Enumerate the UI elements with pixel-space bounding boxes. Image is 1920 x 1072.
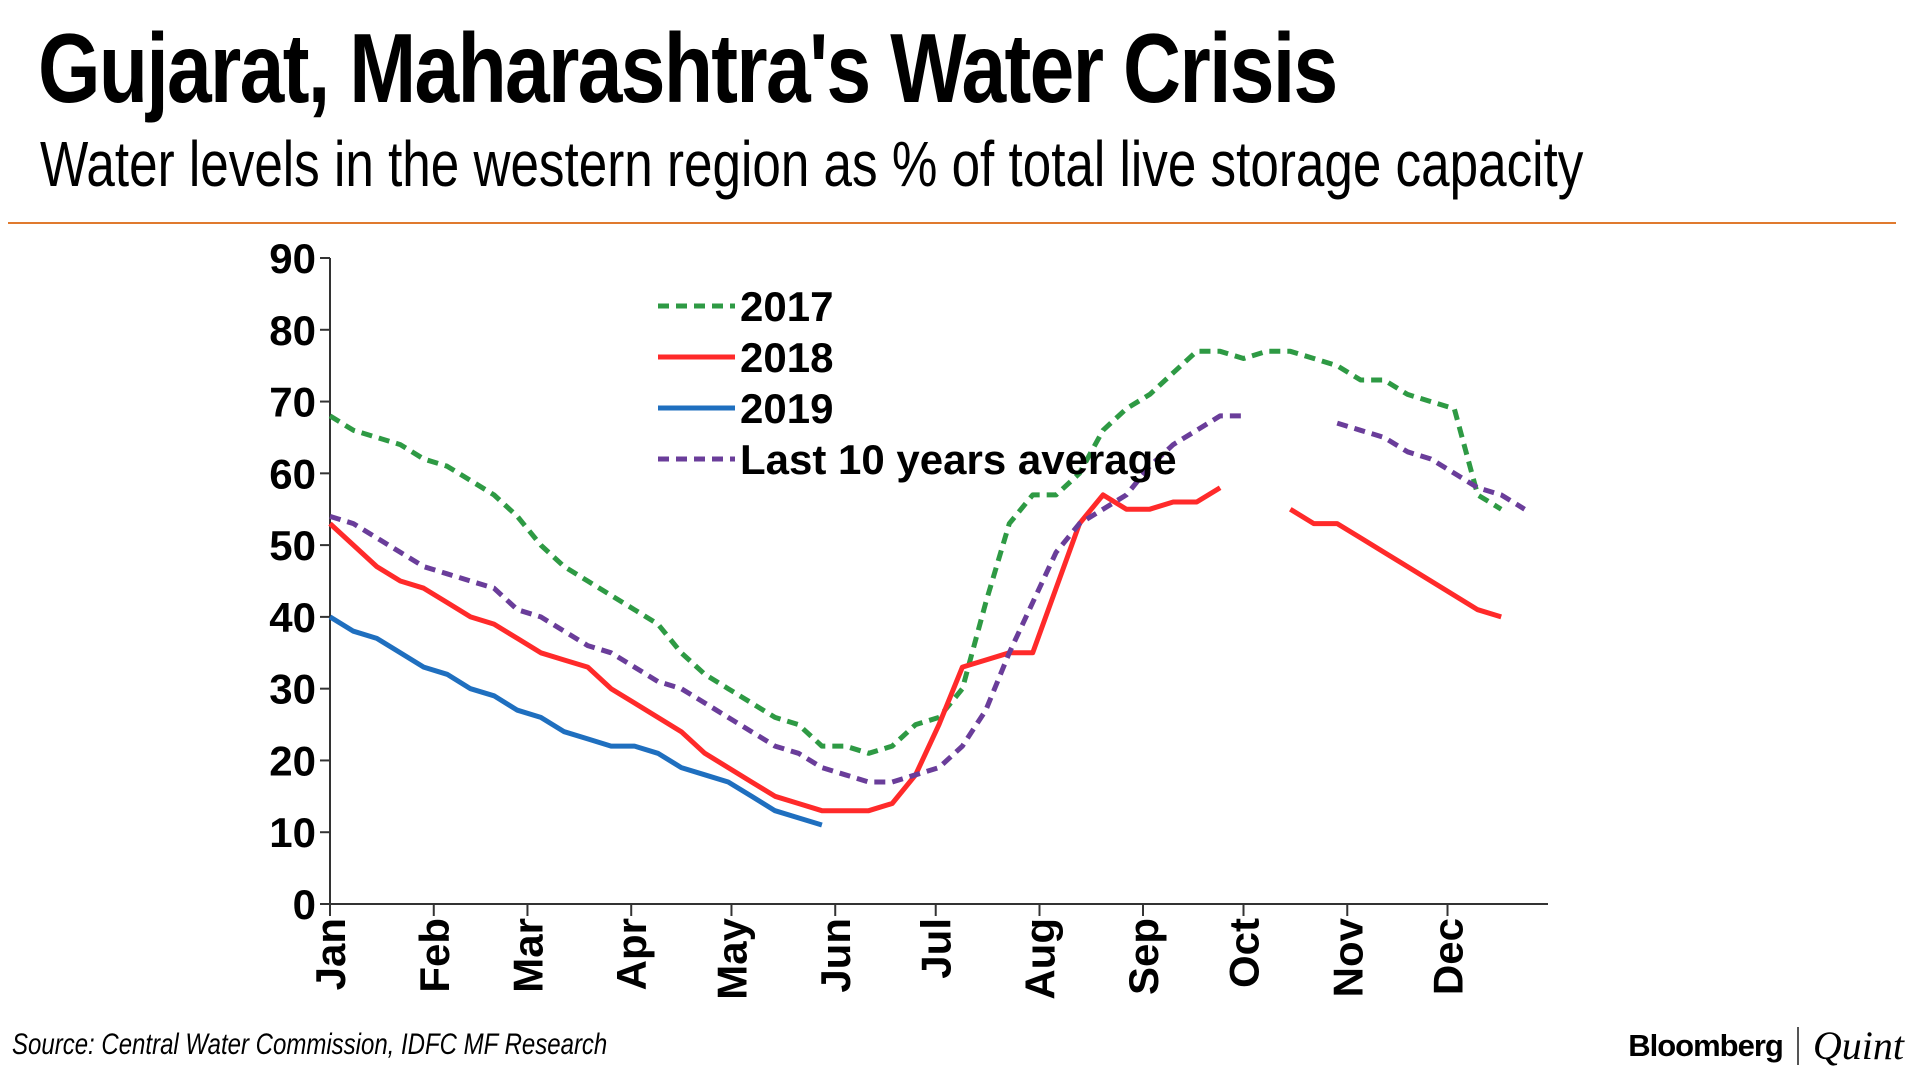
x-tick-label-dec: Dec	[1425, 918, 1472, 995]
legend-label-2019: 2019	[740, 385, 833, 432]
x-tick-label-may: May	[708, 917, 755, 999]
logo-bloomberg: Bloomberg	[1628, 1027, 1784, 1063]
x-tick-label-apr: Apr	[608, 918, 655, 990]
x-tick-label-nov: Nov	[1324, 917, 1371, 997]
source-note: Source: Central Water Commission, IDFC M…	[12, 1028, 608, 1061]
x-tick-label-jun: Jun	[812, 918, 859, 993]
chart-title: Gujarat, Maharashtra's Water Crisis	[38, 13, 1338, 123]
legend-label-2017: 2017	[740, 283, 833, 330]
logo-divider	[1796, 1026, 1799, 1065]
x-tick-label-sep: Sep	[1120, 918, 1167, 995]
x-tick-label-mar: Mar	[504, 918, 551, 993]
series-line-last-10-years-average	[329, 413, 1526, 785]
legend-label-2018: 2018	[740, 334, 833, 381]
y-tick-label: 80	[269, 307, 316, 354]
legend-label-last-10-years-average: Last 10 years average	[740, 436, 1177, 483]
y-tick-label: 40	[269, 594, 316, 641]
y-tick-label: 90	[269, 235, 316, 282]
series-line-2017	[328, 348, 1503, 756]
x-tick-label-feb: Feb	[411, 918, 458, 993]
x-tick-label-oct: Oct	[1221, 918, 1268, 988]
y-tick-label: 30	[269, 666, 316, 713]
series-line-2018	[328, 485, 1502, 814]
y-tick-label: 10	[269, 809, 316, 856]
title-divider	[8, 222, 1896, 224]
x-tick-label-jul: Jul	[913, 918, 960, 979]
y-tick-label: 70	[269, 379, 316, 426]
series-line-2019	[328, 614, 823, 828]
chart-subtitle: Water levels in the western region as % …	[40, 128, 1584, 200]
y-tick-label: 50	[269, 522, 316, 569]
x-tick-label-jan: Jan	[307, 918, 354, 990]
y-tick-label: 0	[293, 881, 316, 928]
line-chart: 0 10 20 30 40 50 60 70 80 90 Jan Feb Mar Apr May Jun Jul…	[269, 235, 1548, 1000]
y-tick-label: 20	[269, 737, 316, 784]
logo-quint: Quint	[1812, 1023, 1904, 1068]
publisher-logo: Bloomberg Quint	[1628, 1022, 1904, 1069]
x-tick-label-aug: Aug	[1016, 918, 1063, 1000]
y-tick-label: 60	[269, 450, 316, 497]
